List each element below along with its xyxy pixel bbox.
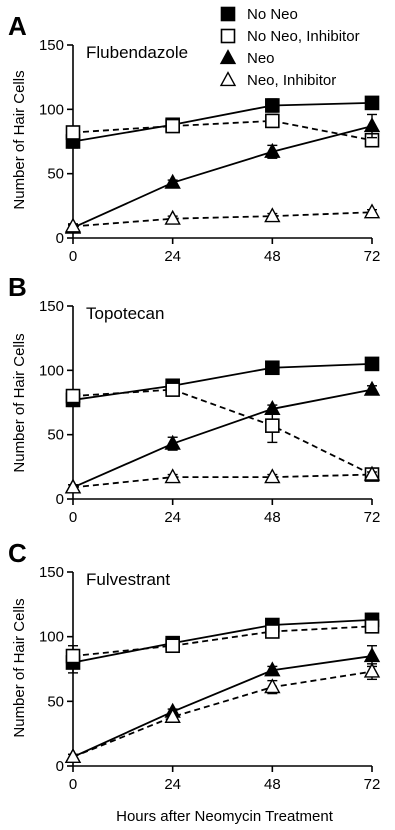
- data-point-0: [265, 360, 280, 376]
- panel-a: A Flubendazole 0 50 100 150 0 24 48 72 Number of H…: [8, 11, 380, 265]
- data-point-3: [64, 217, 82, 233]
- series-line-2: [72, 125, 373, 229]
- y-tick-label: 150: [39, 564, 64, 581]
- y-tick-label: 50: [47, 427, 64, 444]
- x-tick-label: 24: [164, 248, 181, 265]
- data-point-3: [164, 209, 181, 225]
- series-line-1: [72, 120, 373, 142]
- data-point-3: [264, 468, 281, 484]
- data-point-0: [364, 95, 380, 111]
- series-line-2: [72, 388, 373, 489]
- data-point-3: [363, 203, 381, 219]
- x-tick-label: 72: [364, 776, 381, 793]
- x-tick-label: 72: [364, 248, 381, 265]
- series-line-0: [72, 102, 373, 143]
- series-line-1: [72, 625, 373, 657]
- x-tick-label: 0: [69, 509, 77, 526]
- x-tick-label: 72: [364, 509, 381, 526]
- data-point-0: [364, 356, 380, 372]
- series-line-2: [72, 655, 373, 758]
- y-tick-label: 150: [39, 298, 64, 315]
- panel-letter: B: [8, 272, 27, 302]
- series-line-0: [72, 363, 373, 401]
- panel-b: B Topotecan 0 50 100 150 0 24 48 72 Number of Hair…: [8, 272, 380, 526]
- data-point-3: [264, 207, 281, 223]
- x-tick-label: 24: [164, 776, 181, 793]
- y-tick-label: 100: [39, 629, 64, 646]
- legend-marker: [219, 71, 237, 87]
- data-point-2: [164, 173, 181, 189]
- y-axis-label: Number of Hair Cells: [11, 333, 28, 472]
- data-point-1: [265, 418, 280, 433]
- legend-marker: [220, 28, 236, 44]
- legend: No Neo No Neo, Inhibitor Neo Neo, Inhibitor: [219, 6, 360, 89]
- panel-title: Topotecan: [86, 304, 164, 323]
- data-point-1: [65, 125, 81, 140]
- x-tick-label: 24: [164, 509, 181, 526]
- data-point-3: [264, 678, 281, 694]
- data-point-1: [165, 638, 180, 654]
- panel-letter: C: [8, 538, 27, 568]
- y-tick-label: 0: [56, 230, 64, 247]
- legend-marker: [220, 6, 236, 22]
- data-point-3: [164, 468, 181, 484]
- data-point-1: [265, 624, 280, 639]
- panel-letter: A: [8, 11, 27, 41]
- y-tick-label: 150: [39, 37, 64, 54]
- series-line-1: [72, 388, 373, 476]
- x-tick-label: 48: [264, 509, 281, 526]
- data-point-2: [363, 380, 381, 396]
- series-line-3: [72, 473, 373, 489]
- data-point-1: [364, 619, 380, 634]
- y-tick-label: 50: [47, 166, 64, 183]
- panel-c: C Fulvestrant 0 50 100 150 0 24 48 72 Number of Ha…: [8, 538, 380, 825]
- data-point-3: [164, 707, 181, 723]
- panel-title: Flubendazole: [86, 43, 188, 62]
- x-axis-label: Hours after Neomycin Treatment: [116, 808, 334, 825]
- data-point-3: [363, 465, 381, 481]
- legend-label: No Neo, Inhibitor: [247, 28, 360, 45]
- x-tick-label: 0: [69, 776, 77, 793]
- legend-item: No Neo: [220, 6, 298, 23]
- legend-label: Neo, Inhibitor: [247, 72, 336, 89]
- data-point-1: [265, 113, 280, 129]
- data-point-2: [363, 647, 381, 663]
- data-point-3: [64, 748, 82, 764]
- data-point-3: [363, 662, 381, 678]
- legend-label: Neo: [247, 50, 275, 67]
- y-axis-label: Number of Hair Cells: [11, 70, 28, 209]
- x-tick-label: 48: [264, 248, 281, 265]
- data-point-2: [264, 142, 281, 158]
- series-line-3: [72, 211, 373, 228]
- y-tick-label: 0: [56, 758, 64, 775]
- y-tick-label: 50: [47, 693, 64, 710]
- data-point-2: [363, 117, 381, 133]
- y-tick-label: 100: [39, 101, 64, 118]
- data-point-1: [65, 388, 81, 404]
- x-tick-label: 0: [69, 248, 77, 265]
- legend-label: No Neo: [247, 6, 298, 23]
- legend-marker: [219, 49, 237, 65]
- y-tick-label: 0: [56, 491, 64, 508]
- y-axis-label: Number of Hair Cells: [11, 598, 28, 737]
- data-point-2: [264, 400, 281, 416]
- y-tick-label: 100: [39, 362, 64, 379]
- data-point-1: [65, 648, 81, 664]
- panel-title: Fulvestrant: [86, 570, 170, 589]
- legend-item: No Neo, Inhibitor: [220, 28, 360, 45]
- series-line-0: [72, 618, 373, 664]
- legend-item: Neo, Inhibitor: [219, 71, 336, 89]
- data-point-0: [265, 98, 280, 113]
- data-point-2: [164, 434, 181, 450]
- series-line-3: [72, 670, 373, 758]
- data-point-1: [165, 382, 180, 397]
- data-point-1: [165, 118, 180, 134]
- data-point-3: [64, 478, 82, 494]
- x-tick-label: 48: [264, 776, 281, 793]
- legend-item: Neo: [219, 49, 275, 67]
- data-point-2: [264, 661, 281, 677]
